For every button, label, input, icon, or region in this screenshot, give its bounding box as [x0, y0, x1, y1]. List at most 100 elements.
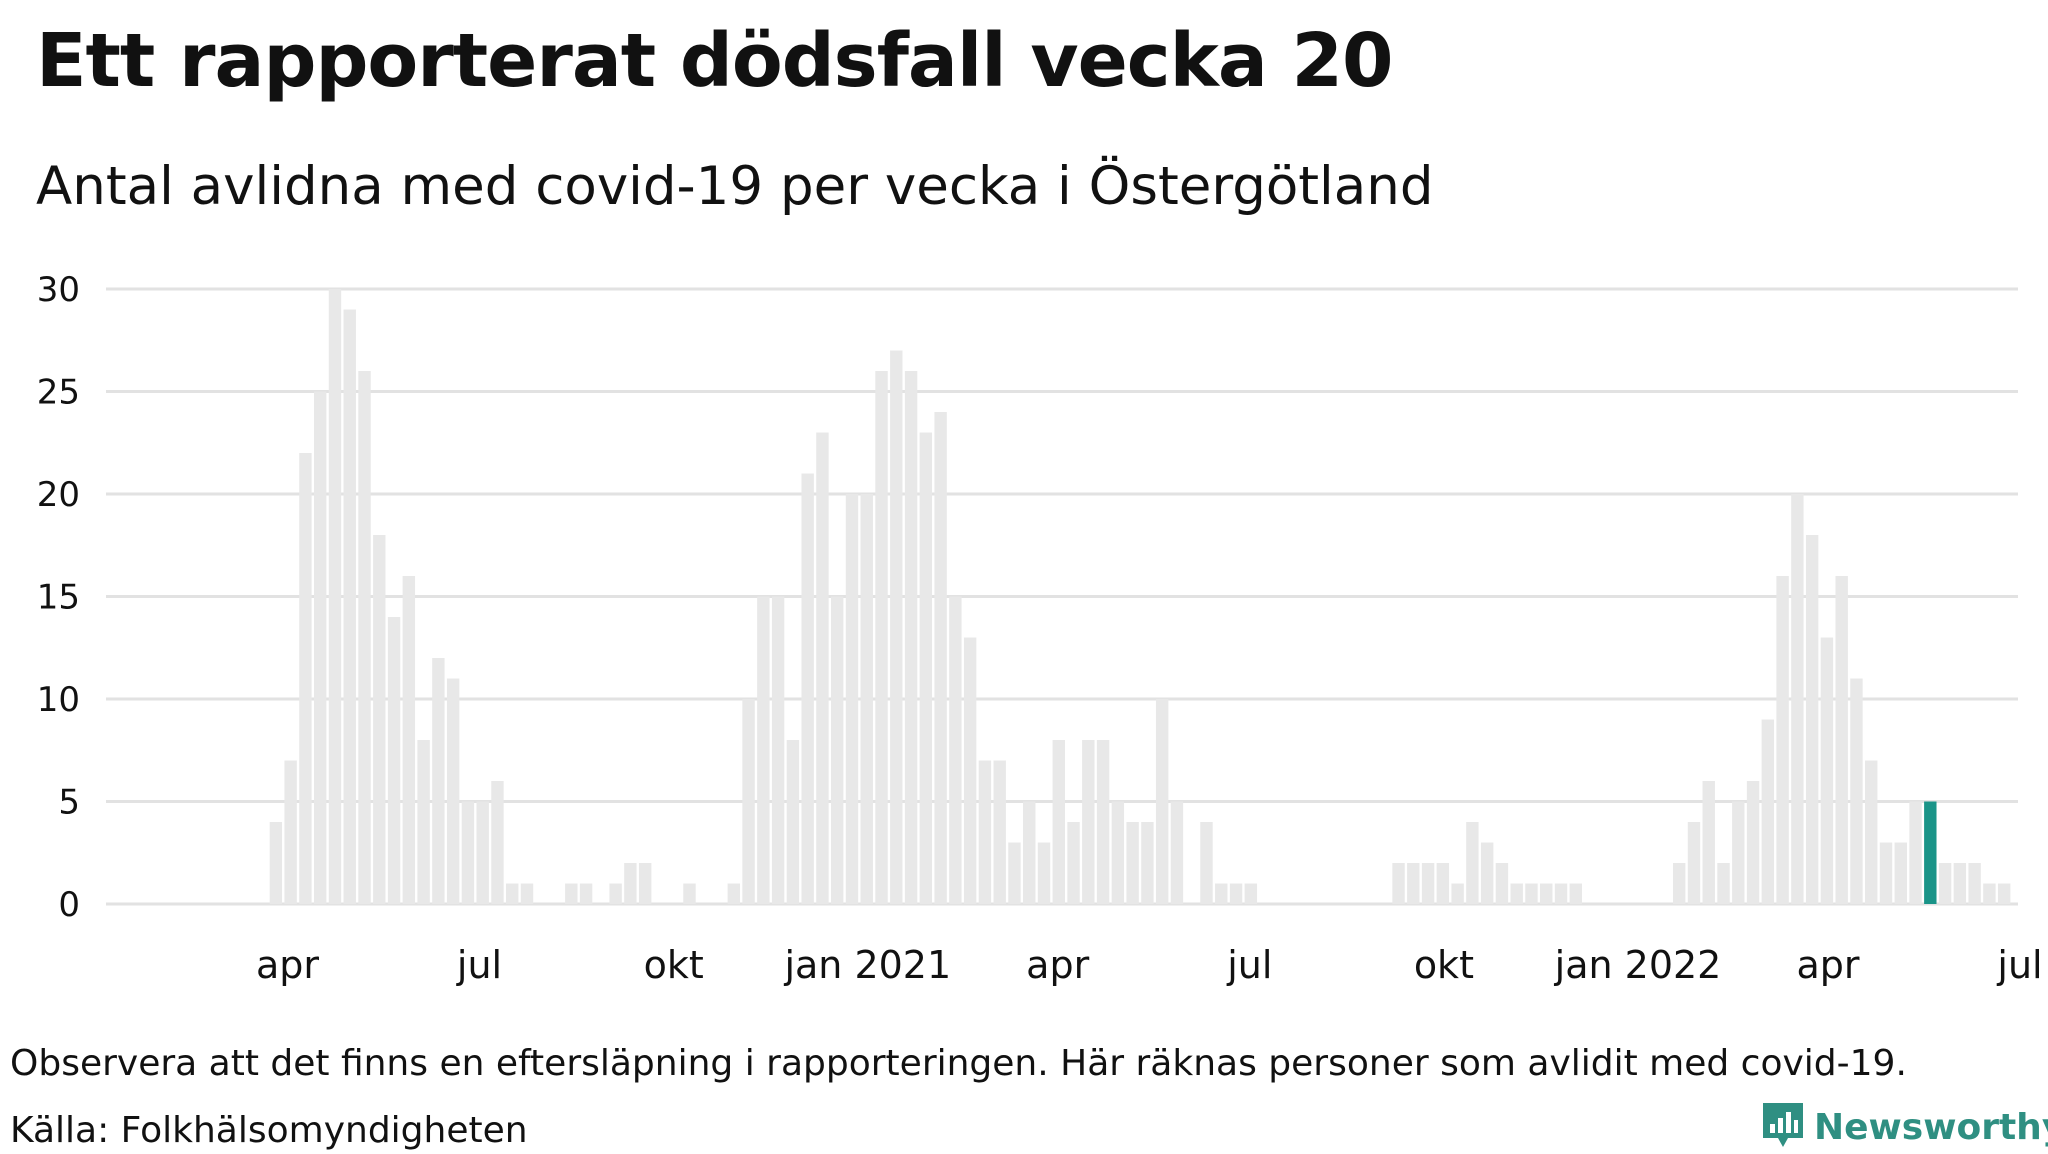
bar: [1052, 740, 1065, 904]
bar: [1805, 535, 1819, 904]
bar: [1791, 494, 1804, 904]
bar: [1510, 883, 1523, 904]
y-tick-label: 10: [37, 680, 80, 720]
bar: [358, 371, 371, 904]
bar: [343, 309, 356, 904]
bar: [786, 740, 800, 904]
y-tick-label: 30: [37, 270, 80, 310]
bar: [1776, 576, 1789, 904]
y-axis-ticks: 0 5 10 15 20 25 30: [37, 270, 80, 925]
bar: [491, 781, 504, 904]
bar: [1909, 801, 1922, 904]
bar: [727, 883, 741, 904]
bar: [1554, 883, 1568, 904]
bar: [1746, 781, 1760, 904]
bar: [609, 883, 622, 904]
source-credit: Källa: Folkhälsomyndigheten: [10, 1110, 528, 1151]
brand-logo[interactable]: Newsworthy: [1760, 1100, 2048, 1154]
footnote: Observera att det finns en eftersläpning…: [10, 1043, 1907, 1084]
bar: [831, 596, 844, 904]
bar: [1141, 822, 1154, 904]
bar: [638, 863, 652, 904]
bar: [919, 432, 933, 904]
bar: [1717, 863, 1730, 904]
bar: [1525, 883, 1538, 904]
bar: [816, 432, 829, 904]
x-tick-label: apr: [1026, 943, 1089, 987]
bar: [520, 883, 534, 904]
bar: [742, 699, 755, 904]
bar: [506, 883, 519, 904]
y-tick-label: 25: [37, 373, 80, 413]
bar: [890, 350, 903, 904]
bar: [1997, 883, 2011, 904]
bar: [963, 637, 977, 904]
bar: [1200, 822, 1213, 904]
x-tick-label: jul: [1996, 943, 2042, 987]
bar: [1761, 719, 1775, 904]
bar: [1540, 883, 1553, 904]
bar: [904, 371, 918, 904]
bar: [1894, 842, 1907, 904]
bar: [432, 658, 445, 904]
bar: [1215, 883, 1228, 904]
bar: [1155, 699, 1169, 904]
bar: [757, 596, 770, 904]
bar: [269, 822, 283, 904]
bar: [1008, 842, 1021, 904]
bar: [683, 883, 696, 904]
bar: [1938, 863, 1952, 904]
bar: [934, 412, 947, 904]
brand-name: Newsworthy: [1814, 1106, 2048, 1148]
bar: [1436, 863, 1450, 904]
bar: [949, 596, 962, 904]
bar: [1835, 576, 1848, 904]
bar: [417, 740, 430, 904]
bar: [299, 453, 312, 904]
bar: [1392, 863, 1405, 904]
bar-chart: 0 5 10 15 20 25 30 apr jul okt jan 2021 apr jul okt j…: [37, 270, 2043, 987]
bar: [1111, 801, 1125, 904]
bar: [1082, 740, 1095, 904]
bar: [771, 596, 785, 904]
x-tick-label: jul: [1226, 943, 1272, 987]
bar: [1229, 883, 1243, 904]
bar: [476, 801, 489, 904]
y-tick-label: 20: [37, 475, 80, 515]
bar: [461, 801, 475, 904]
bar: [1820, 637, 1834, 904]
bar: [387, 617, 401, 904]
bar: [1480, 842, 1494, 904]
bar: [1953, 863, 1967, 904]
bar: [579, 883, 593, 904]
bar: [1865, 760, 1878, 904]
bar: [1037, 842, 1051, 904]
bar: [624, 863, 637, 904]
chart-subtitle: Antal avlidna med covid-19 per vecka i Ö…: [36, 156, 1434, 217]
bar: [1983, 883, 1996, 904]
bar: [1170, 801, 1184, 904]
bar: [993, 760, 1006, 904]
bar: [1067, 822, 1080, 904]
bar: [1732, 801, 1745, 904]
bar: [313, 391, 327, 904]
bar: [1466, 822, 1479, 904]
bar: [1672, 863, 1686, 904]
y-tick-label: 15: [37, 578, 80, 618]
bar: [1879, 842, 1893, 904]
bar: [1702, 781, 1715, 904]
bar: [1687, 822, 1701, 904]
bar: [845, 494, 859, 904]
bar: [1126, 822, 1139, 904]
x-tick-label: jan 2022: [1554, 943, 1722, 987]
chart-title: Ett rapporterat dödsfall vecka 20: [36, 18, 1394, 104]
bar: [801, 473, 814, 904]
x-tick-label: jul: [456, 943, 502, 987]
bar: [978, 760, 992, 904]
x-tick-label: okt: [644, 943, 704, 987]
bar: [1850, 678, 1863, 904]
bar: [373, 535, 386, 904]
newsworthy-logo-icon: [1760, 1100, 1806, 1154]
y-tick-label: 0: [58, 885, 80, 925]
bar: [1569, 883, 1582, 904]
